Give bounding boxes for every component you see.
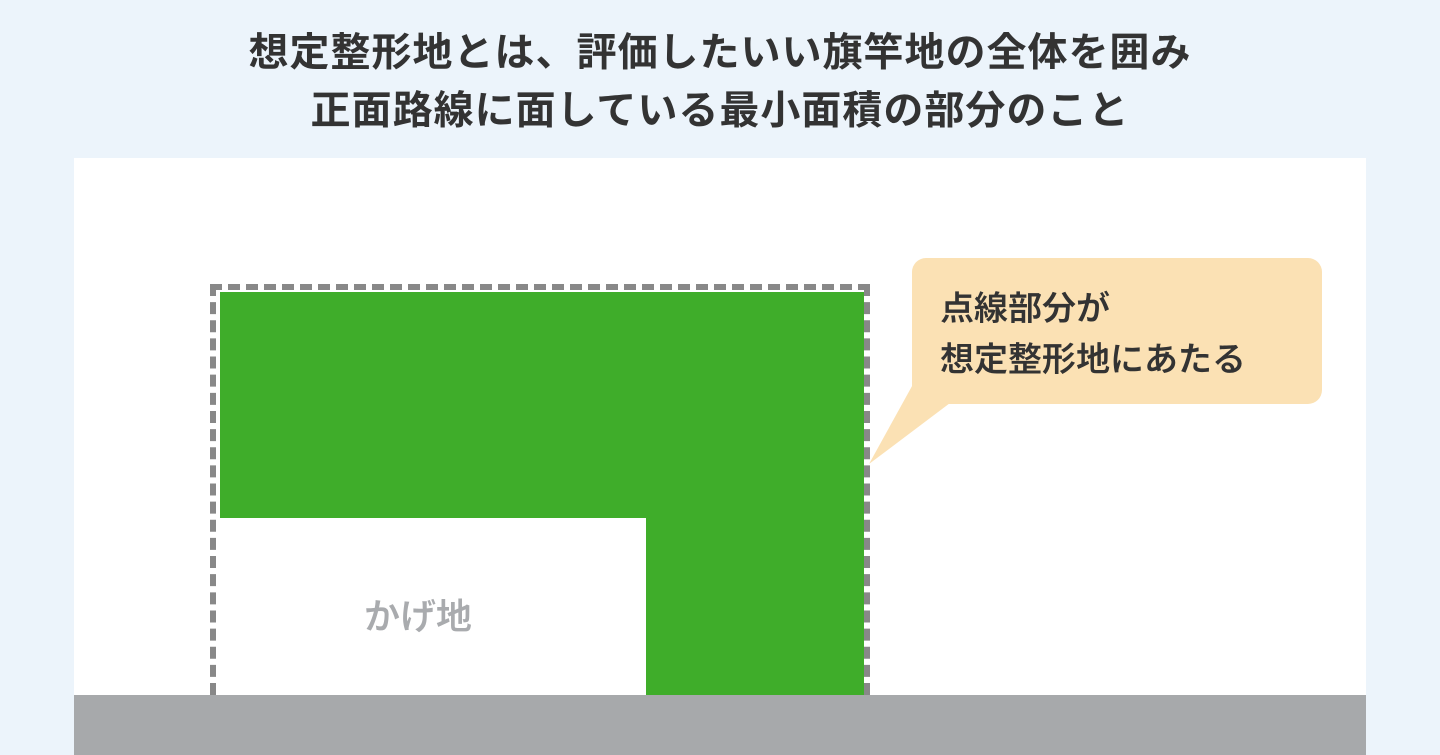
callout-line-2: 想定整形地にあたる [940,332,1246,381]
flagpole-lot-top [220,292,864,518]
callout-line-1: 点線部分が [940,281,1110,330]
road-strip [74,695,1366,755]
page-title: 想定整形地とは、評価したいい旗竿地の全体を囲み 正面路線に面している最小面積の部… [0,0,1440,136]
callout-bubble: 点線部分が 想定整形地にあたる [912,258,1322,404]
kagechi-label: かげ地 [364,588,472,640]
title-line-1: 想定整形地とは、評価したいい旗竿地の全体を囲み [249,20,1192,78]
flagpole-lot-stem [646,518,864,695]
diagram-panel: かげ地 点線部分が 想定整形地にあたる [74,158,1366,755]
title-line-2: 正面路線に面している最小面積の部分のこと [311,78,1130,136]
